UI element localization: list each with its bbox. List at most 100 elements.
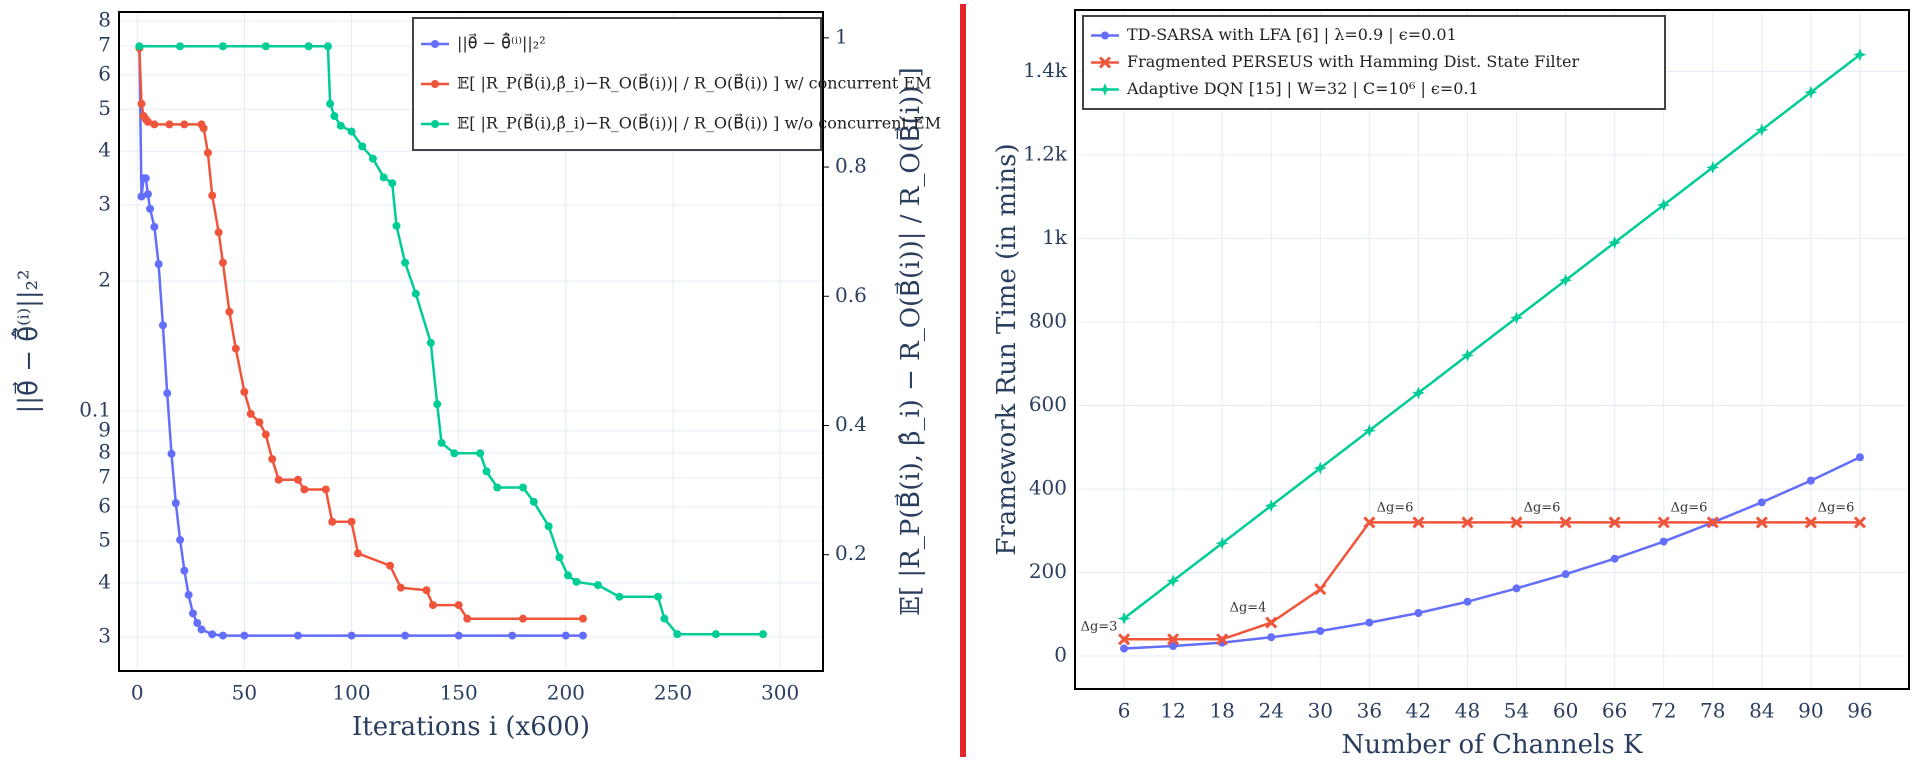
marker [1098,56,1112,69]
y-tick-label: 8 [98,439,111,463]
y-tick-label: 6 [98,62,111,86]
marker [231,344,240,353]
marker [1806,476,1815,485]
marker [347,127,356,136]
marker [214,228,223,237]
marker [1804,85,1818,99]
marker [293,475,302,484]
marker [1215,536,1229,550]
marker [330,112,339,121]
marker [518,483,527,492]
y-tick-label: 4 [98,569,111,593]
series-line [138,46,583,637]
marker [433,400,442,409]
marker [261,430,270,439]
x-tick-label: 90 [1798,699,1823,723]
y2-axis-title: 𝔼[ |R_P(B⃗(i), β̂_i) − R_O(B⃗(i))| / R_O… [894,67,926,616]
marker [437,438,446,447]
marker [368,154,377,163]
marker [1755,123,1769,137]
marker [1411,386,1425,400]
marker [1510,311,1523,325]
marker [1313,461,1327,475]
marker [165,120,174,129]
y-tick-label: 3 [98,623,111,647]
legend-label: TD-SARSA with LFA [6] | λ=0.9 | ϵ=0.01 [1127,25,1457,44]
marker [1117,633,1131,646]
marker [240,631,249,640]
y-tick-label: 5 [98,528,111,552]
marker [1216,633,1229,646]
x-axis-title: Number of Channels K [1342,730,1643,760]
legend-label: 𝔼[ |R_P(B⃗(i),β̂_i)−R_O(B⃗(i))| / R_O(B⃗… [457,73,931,93]
marker [615,592,624,601]
marker [193,618,202,627]
marker [1412,516,1425,529]
y-tick-label: 0 [1054,643,1067,667]
marker [1365,618,1374,627]
marker [1610,554,1619,563]
marker [167,449,176,458]
marker [593,581,602,590]
marker [431,120,439,128]
marker [1608,516,1621,529]
marker [396,583,405,592]
marker [218,42,227,51]
marker [135,42,144,51]
marker [1510,516,1523,529]
marker [422,586,431,595]
marker [218,631,227,640]
y-tick-label: 400 [1029,475,1067,499]
marker [1101,31,1109,40]
y2-tick-label: 0.4 [835,412,867,436]
marker [1167,633,1180,646]
marker [1853,516,1867,529]
y-tick-label: 5 [98,96,111,120]
marker [143,117,152,126]
marker [1561,570,1570,579]
marker [1657,198,1671,212]
marker [1316,626,1325,635]
marker [199,124,208,133]
marker [1363,516,1376,529]
x-tick-label: 6 [1118,699,1131,723]
marker [255,418,264,427]
x-tick-label: 200 [547,681,585,705]
marker [300,485,309,494]
annotation: Δg=6 [1377,501,1414,516]
marker [450,449,459,458]
marker [225,307,234,316]
marker [660,614,669,623]
marker [529,497,538,506]
marker [1559,516,1572,529]
marker [482,467,491,476]
x-tick-label: 84 [1749,699,1774,723]
y2-tick-label: 0.2 [835,541,867,565]
y2-tick-label: 0.6 [835,283,867,307]
x-tick-label: 150 [440,681,478,705]
x-tick-label: 72 [1651,699,1676,723]
marker [1559,273,1573,287]
marker [428,601,437,610]
y-tick-label: 7 [98,33,111,57]
marker [176,42,185,51]
marker [188,609,197,618]
marker [673,630,682,639]
legend-label: Adaptive DQN [15] | W=32 | C=10⁶ | ϵ=0.1 [1126,79,1479,98]
x-tick-label: 36 [1357,699,1382,723]
y-tick-label: 9 [98,417,111,441]
x-tick-label: 250 [654,681,692,705]
marker [150,120,159,129]
marker [1463,597,1472,606]
marker [323,42,332,51]
marker [1757,498,1766,507]
marker [518,614,527,623]
marker [561,631,570,640]
y-axis-title: Framework Run Time (in mins) [992,143,1022,555]
x-tick-label: 12 [1160,699,1185,723]
marker [137,192,146,201]
marker [143,190,152,199]
legend-label: Fragmented PERSEUS with Hamming Dist. St… [1127,52,1579,71]
x-tick-label: 18 [1209,699,1234,723]
